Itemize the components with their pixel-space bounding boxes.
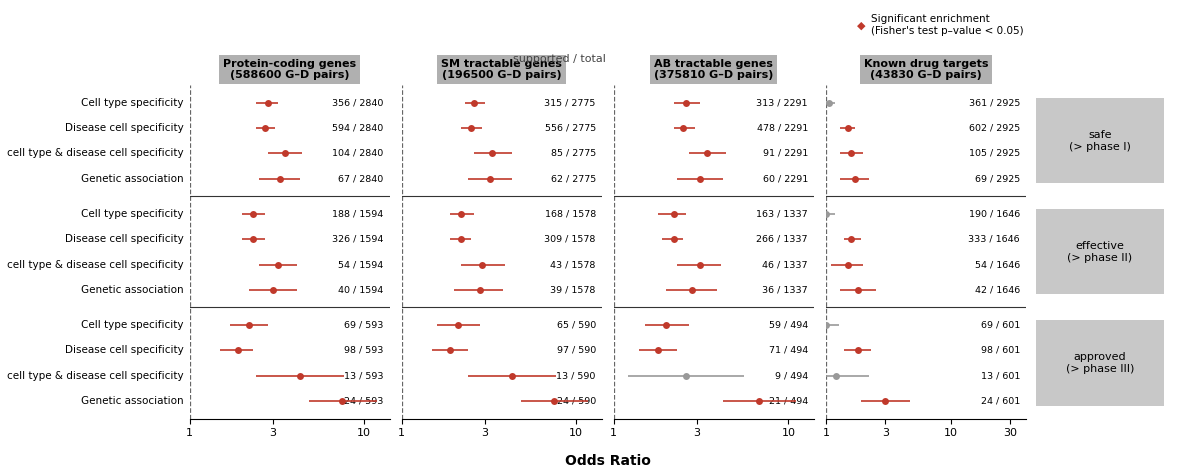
Text: 478 / 2291: 478 / 2291 [757,123,808,132]
Text: 24 / 593: 24 / 593 [344,396,384,405]
Text: Genetic association: Genetic association [80,396,184,406]
Text: 190 / 1646: 190 / 1646 [968,210,1020,219]
Text: Genetic association: Genetic association [80,285,184,295]
Text: 43 / 1578: 43 / 1578 [551,260,595,269]
Text: 54 / 1594: 54 / 1594 [338,260,384,269]
Text: 54 / 1646: 54 / 1646 [974,260,1020,269]
Text: 333 / 1646: 333 / 1646 [968,235,1020,244]
Text: 356 / 2840: 356 / 2840 [332,98,384,107]
Text: 97 / 590: 97 / 590 [557,346,595,355]
Text: 13 / 601: 13 / 601 [980,371,1020,380]
Text: 60 / 2291: 60 / 2291 [763,174,808,183]
Text: 313 / 2291: 313 / 2291 [756,98,808,107]
Text: 188 / 1594: 188 / 1594 [332,210,384,219]
Text: 69 / 2925: 69 / 2925 [974,174,1020,183]
Title: Known drug targets
(43830 G–D pairs): Known drug targets (43830 G–D pairs) [864,59,989,80]
Text: 69 / 601: 69 / 601 [980,321,1020,330]
Text: 69 / 593: 69 / 593 [344,321,384,330]
Text: 98 / 593: 98 / 593 [344,346,384,355]
Title: Protein-coding genes
(588600 G–D pairs): Protein-coding genes (588600 G–D pairs) [223,59,356,80]
Text: 91 / 2291: 91 / 2291 [763,149,808,158]
Text: 168 / 1578: 168 / 1578 [545,210,595,219]
Text: 21 / 494: 21 / 494 [769,396,808,405]
Text: 13 / 593: 13 / 593 [344,371,384,380]
Text: 13 / 590: 13 / 590 [557,371,595,380]
Text: 24 / 601: 24 / 601 [980,396,1020,405]
Text: supported / total: supported / total [514,54,606,64]
Text: 67 / 2840: 67 / 2840 [338,174,384,183]
Text: 98 / 601: 98 / 601 [980,346,1020,355]
Text: 40 / 1594: 40 / 1594 [338,285,384,294]
Text: 65 / 590: 65 / 590 [557,321,595,330]
Text: cell type & disease cell specificity: cell type & disease cell specificity [7,371,184,381]
Text: approved
(> phase III): approved (> phase III) [1066,352,1134,374]
Text: Disease cell specificity: Disease cell specificity [65,123,184,133]
Text: 62 / 2775: 62 / 2775 [551,174,595,183]
Text: 309 / 1578: 309 / 1578 [545,235,595,244]
Text: 59 / 494: 59 / 494 [769,321,808,330]
Text: 326 / 1594: 326 / 1594 [332,235,384,244]
Text: 39 / 1578: 39 / 1578 [551,285,595,294]
Text: Disease cell specificity: Disease cell specificity [65,234,184,244]
Text: Disease cell specificity: Disease cell specificity [65,345,184,355]
Text: 602 / 2925: 602 / 2925 [968,123,1020,132]
Text: 361 / 2925: 361 / 2925 [968,98,1020,107]
Text: 594 / 2840: 594 / 2840 [332,123,384,132]
Text: 42 / 1646: 42 / 1646 [974,285,1020,294]
Text: 24 / 590: 24 / 590 [557,396,595,405]
Text: 46 / 1337: 46 / 1337 [762,260,808,269]
Text: Cell type specificity: Cell type specificity [82,320,184,330]
Text: Odds Ratio: Odds Ratio [565,454,650,468]
Text: Genetic association: Genetic association [80,174,184,184]
Text: 85 / 2775: 85 / 2775 [551,149,595,158]
Text: Significant enrichment
(Fisher's test p–value < 0.05): Significant enrichment (Fisher's test p–… [871,14,1024,36]
Text: 9 / 494: 9 / 494 [775,371,808,380]
Title: AB tractable genes
(375810 G–D pairs): AB tractable genes (375810 G–D pairs) [654,59,774,80]
Text: cell type & disease cell specificity: cell type & disease cell specificity [7,260,184,270]
Text: effective
(> phase II): effective (> phase II) [1067,241,1133,263]
Text: cell type & disease cell specificity: cell type & disease cell specificity [7,149,184,158]
Text: safe
(> phase I): safe (> phase I) [1069,130,1130,151]
Text: 315 / 2775: 315 / 2775 [545,98,595,107]
Text: Cell type specificity: Cell type specificity [82,209,184,219]
Text: 104 / 2840: 104 / 2840 [332,149,384,158]
Text: 105 / 2925: 105 / 2925 [968,149,1020,158]
Text: ◆: ◆ [857,21,866,31]
Text: 71 / 494: 71 / 494 [769,346,808,355]
Title: SM tractable genes
(196500 G–D pairs): SM tractable genes (196500 G–D pairs) [442,59,562,80]
Text: 266 / 1337: 266 / 1337 [756,235,808,244]
Text: Cell type specificity: Cell type specificity [82,98,184,108]
Text: 36 / 1337: 36 / 1337 [762,285,808,294]
Text: 163 / 1337: 163 / 1337 [756,210,808,219]
Text: 556 / 2775: 556 / 2775 [545,123,595,132]
